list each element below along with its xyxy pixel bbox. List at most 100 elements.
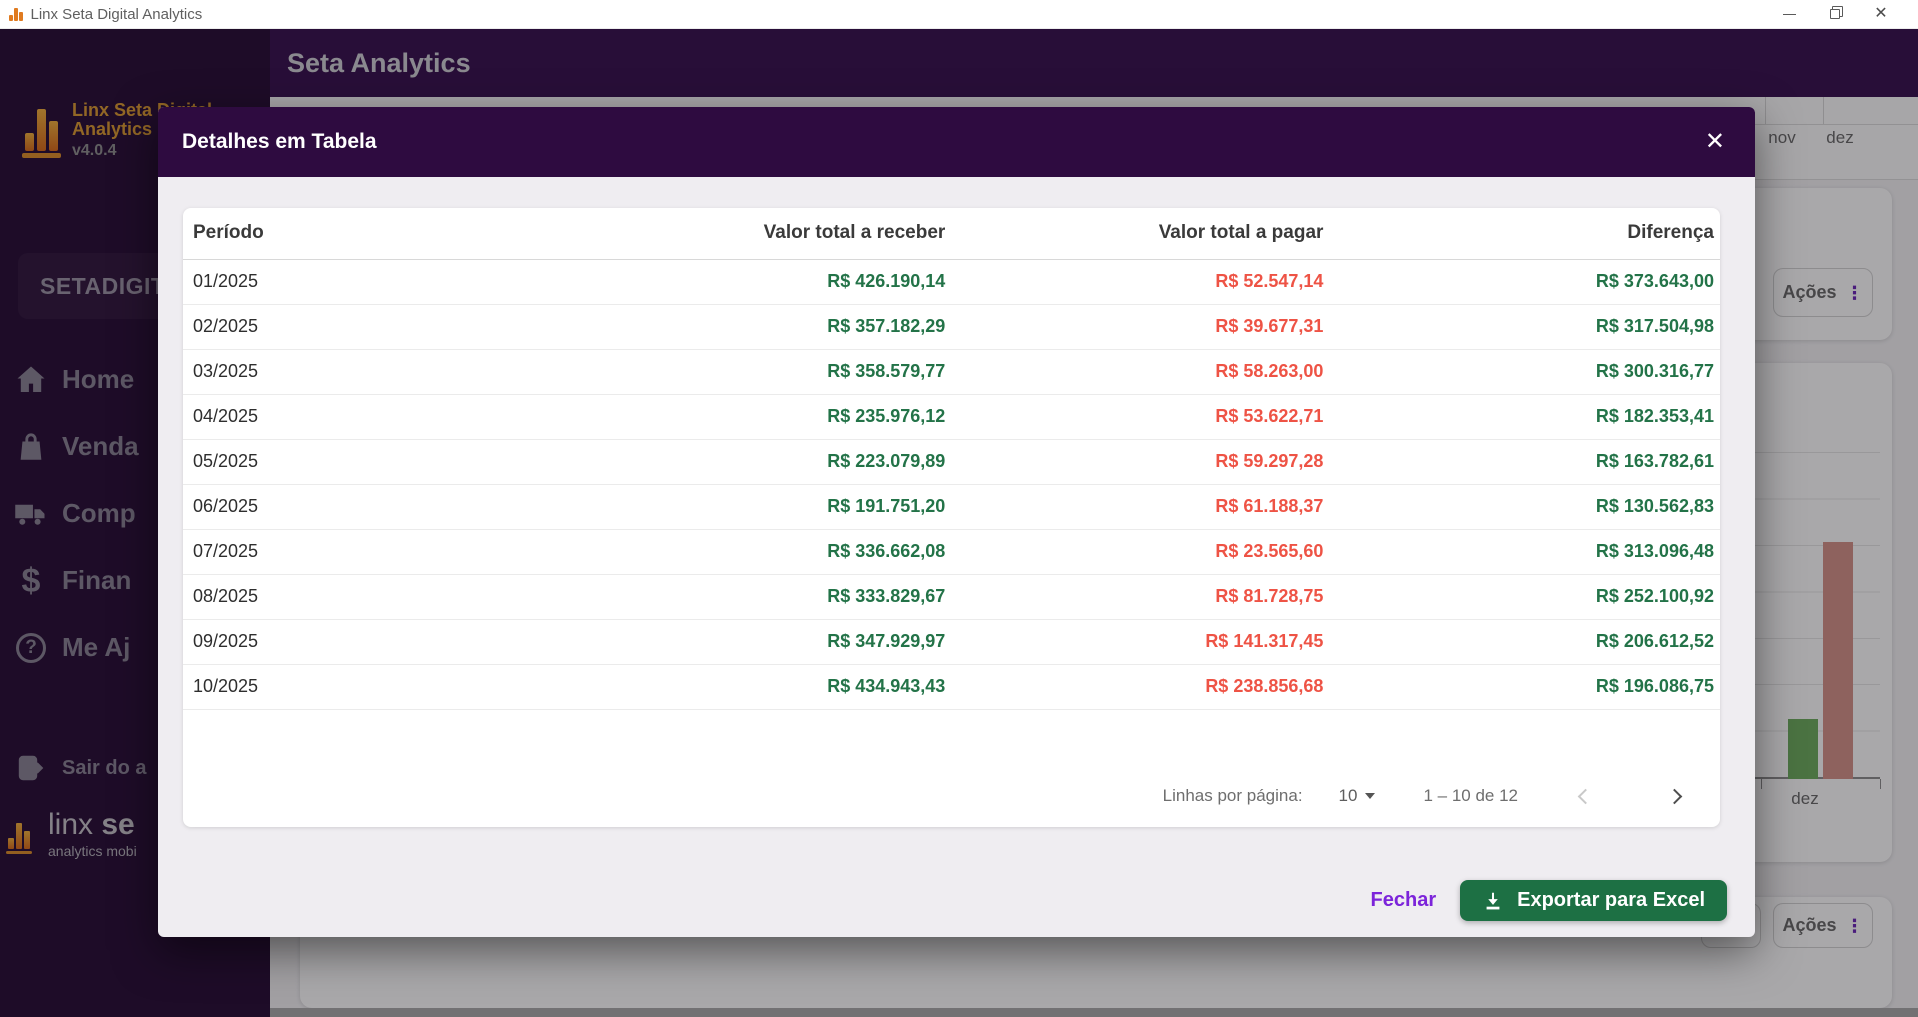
- modal-header: Detalhes em Tabela ✕: [158, 107, 1755, 177]
- column-divider: [1765, 97, 1766, 124]
- cell-periodo: 04/2025: [183, 394, 583, 440]
- cell-diferenca: R$ 252.100,92: [1323, 574, 1720, 620]
- close-icon: ✕: [1874, 5, 1888, 22]
- cell-pagar: R$ 238.856,68: [945, 664, 1324, 710]
- table-row: 10/2025 R$ 434.943,43 R$ 238.856,68 R$ 1…: [183, 664, 1720, 710]
- cell-periodo: 03/2025: [183, 349, 583, 395]
- table-row: 09/2025 R$ 347.929,97 R$ 141.317,45 R$ 2…: [183, 619, 1720, 665]
- details-modal: Detalhes em Tabela ✕ Período Valor total…: [158, 107, 1755, 937]
- minimize-button[interactable]: [1766, 0, 1812, 28]
- col-diferenca: Diferença: [1323, 208, 1720, 260]
- cell-periodo: 05/2025: [183, 439, 583, 485]
- dropdown-caret-icon: [1365, 793, 1376, 799]
- column-divider: [1823, 97, 1824, 124]
- maximize-button[interactable]: [1812, 0, 1858, 28]
- details-table: Período Valor total a receber Valor tota…: [183, 208, 1720, 710]
- cell-periodo: 06/2025: [183, 484, 583, 530]
- cell-receber: R$ 191.751,20: [582, 484, 946, 530]
- actions-button[interactable]: Ações ⋮: [1773, 268, 1873, 317]
- cell-pagar: R$ 141.317,45: [945, 619, 1324, 665]
- cell-pagar: R$ 52.547,14: [945, 259, 1324, 305]
- page-header: Seta Analytics: [270, 29, 1918, 97]
- cell-diferenca: R$ 313.096,48: [1323, 529, 1720, 575]
- cell-diferenca: R$ 300.316,77: [1323, 349, 1720, 395]
- cell-periodo: 01/2025: [183, 259, 583, 305]
- modal-body: Período Valor total a receber Valor tota…: [158, 177, 1755, 937]
- table-row: 08/2025 R$ 333.829,67 R$ 81.728,75 R$ 25…: [183, 574, 1720, 620]
- cell-diferenca: R$ 130.562,83: [1323, 484, 1720, 530]
- sidebar-item-home[interactable]: Home: [0, 346, 270, 413]
- truck-icon: [0, 496, 62, 532]
- cell-receber: R$ 426.190,14: [582, 259, 946, 305]
- sidebar-item-ajuda[interactable]: ? Me Aj: [0, 614, 270, 681]
- sidebar-item-logout[interactable]: Sair do a: [0, 746, 270, 790]
- cell-receber: R$ 235.976,12: [582, 394, 946, 440]
- cell-periodo: 08/2025: [183, 574, 583, 620]
- minimize-icon: [1782, 13, 1796, 15]
- cell-pagar: R$ 59.297,28: [945, 439, 1324, 485]
- bottom-bar: [270, 1008, 1918, 1017]
- home-icon: [0, 362, 62, 398]
- actions-button[interactable]: Ações ⋮: [1773, 903, 1873, 948]
- sidebar-item-vendas[interactable]: Venda: [0, 413, 270, 480]
- table-row: 04/2025 R$ 235.976,12 R$ 53.622,71 R$ 18…: [183, 394, 1720, 440]
- cell-diferenca: R$ 317.504,98: [1323, 304, 1720, 350]
- cell-pagar: R$ 39.677,31: [945, 304, 1324, 350]
- close-link[interactable]: Fechar: [1370, 889, 1437, 911]
- cell-receber: R$ 347.929,97: [582, 619, 946, 665]
- prev-page-button[interactable]: [1577, 788, 1594, 804]
- help-icon: ?: [0, 632, 62, 663]
- rows-per-page-label: Linhas por página:: [1162, 786, 1303, 805]
- shopping-bag-icon: [0, 429, 62, 465]
- cell-periodo: 07/2025: [183, 529, 583, 575]
- modal-close-button[interactable]: ✕: [1704, 128, 1725, 155]
- cell-pagar: R$ 81.728,75: [945, 574, 1324, 620]
- axis-tick: [1880, 779, 1881, 789]
- cell-periodo: 10/2025: [183, 664, 583, 710]
- table-row: 02/2025 R$ 357.182,29 R$ 39.677,31 R$ 31…: [183, 304, 1720, 350]
- table-row: 03/2025 R$ 358.579,77 R$ 58.263,00 R$ 30…: [183, 349, 1720, 395]
- window-close-button[interactable]: ✕: [1858, 0, 1904, 28]
- window-title: Linx Seta Digital Analytics: [30, 5, 203, 23]
- export-excel-button[interactable]: Exportar para Excel: [1460, 880, 1727, 921]
- table-row: 01/2025 R$ 426.190,14 R$ 52.547,14 R$ 37…: [183, 259, 1720, 305]
- cell-receber: R$ 333.829,67: [582, 574, 946, 620]
- kebab-menu-icon: ⋮: [1845, 915, 1864, 936]
- chart-bar-salmon: [1823, 542, 1853, 779]
- table-row: 05/2025 R$ 223.079,89 R$ 59.297,28 R$ 16…: [183, 439, 1720, 485]
- sidebar-nav: Home Venda Comp $ Finan: [0, 346, 270, 681]
- sidebar-item-compras[interactable]: Comp: [0, 480, 270, 547]
- exit-icon: [0, 752, 62, 784]
- cell-diferenca: R$ 196.086,75: [1323, 664, 1720, 710]
- page-title: Seta Analytics: [287, 47, 471, 78]
- col-pagar: Valor total a pagar: [945, 208, 1324, 260]
- cell-diferenca: R$ 373.643,00: [1323, 259, 1720, 305]
- modal-title: Detalhes em Tabela: [182, 130, 377, 153]
- axis-tick: [1761, 779, 1762, 789]
- cell-pagar: R$ 61.188,37: [945, 484, 1324, 530]
- month-label-nov: nov: [1768, 128, 1796, 147]
- details-table-card: Período Valor total a receber Valor tota…: [183, 208, 1720, 827]
- titlebar: Linx Seta Digital Analytics ✕: [0, 0, 1918, 29]
- chart-bar-green: [1788, 719, 1818, 779]
- col-periodo: Período: [183, 208, 583, 260]
- sidebar-item-financeiro[interactable]: $ Finan: [0, 547, 270, 614]
- modal-footer: Fechar Exportar para Excel: [1371, 880, 1727, 921]
- col-receber: Valor total a receber: [582, 208, 946, 260]
- next-page-button[interactable]: [1666, 788, 1683, 804]
- cell-receber: R$ 357.182,29: [582, 304, 946, 350]
- pagination: Linhas por página: 10 1 – 10 de 12: [1162, 781, 1683, 811]
- table-row: 07/2025 R$ 336.662,08 R$ 23.565,60 R$ 31…: [183, 529, 1720, 575]
- dollar-icon: $: [21, 561, 41, 600]
- cell-receber: R$ 434.943,43: [582, 664, 946, 710]
- month-label-dez: dez: [1826, 128, 1854, 147]
- table-header-row: Período Valor total a receber Valor tota…: [183, 208, 1720, 260]
- chart-month-label: dez: [1791, 789, 1819, 808]
- restore-icon: [1830, 6, 1843, 19]
- cell-periodo: 02/2025: [183, 304, 583, 350]
- bar-chart-logo-icon: [22, 107, 61, 158]
- linx-footer-logo: linx se analytics mobi: [6, 810, 137, 859]
- cell-pagar: R$ 23.565,60: [945, 529, 1324, 575]
- cell-receber: R$ 223.079,89: [582, 439, 946, 485]
- rows-per-page-select[interactable]: 10: [1339, 786, 1376, 806]
